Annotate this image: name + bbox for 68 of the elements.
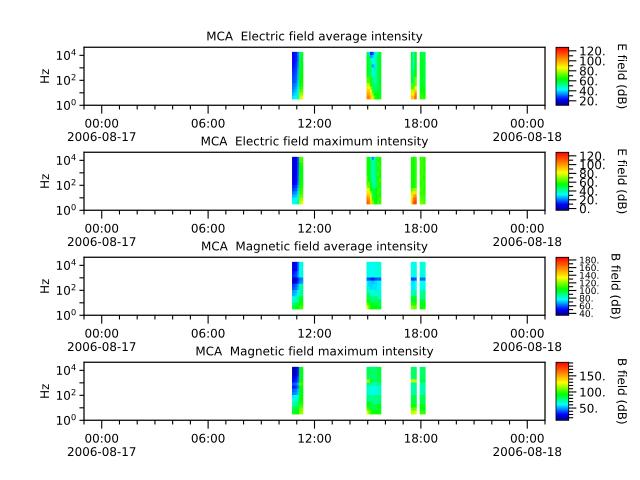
x-tick-label: 00:00 2006-08-18 xyxy=(493,118,562,142)
x-tick-label: 00:00 2006-08-18 xyxy=(493,224,562,246)
chart-title: MCA Magnetic field average intensity xyxy=(202,241,428,253)
x-tick-label: 12:00 xyxy=(298,434,331,443)
x-tick-label: 00:00 2006-08-17 xyxy=(68,434,136,456)
color-bar-label: 120. xyxy=(580,280,598,286)
y-axis-title: Hz xyxy=(40,384,49,398)
x-tick-label: 00:00 2006-08-17 xyxy=(68,224,136,246)
y-tick-label: 10$^{2}$ xyxy=(56,178,76,190)
y-tick-label: 10$^{0}$ xyxy=(56,204,76,215)
x-tick-label: 18:00 xyxy=(404,224,438,233)
color-bar-label: 40. xyxy=(580,86,597,96)
y-tick-label: 10$^{4}$ xyxy=(56,49,76,60)
x-tick-label: 12:00 xyxy=(298,118,331,128)
y-tick-label: 10$^{2}$ xyxy=(56,388,76,400)
y-axis-title: Hz xyxy=(40,69,49,83)
color-bar-label: 20. xyxy=(580,96,597,106)
color-bar-title: E field (dB) xyxy=(616,44,627,108)
color-bar-title: B field (dB) xyxy=(616,359,627,424)
color-bar-label: 100. xyxy=(580,160,604,170)
color-bar-title: E field (dB) xyxy=(616,149,627,214)
x-tick-label: 06:00 xyxy=(192,434,225,443)
y-tick-label: 10$^{0}$ xyxy=(56,98,76,110)
x-tick-label: 12:00 xyxy=(298,328,331,338)
chart-title: MCA Magnetic field maximum intensity xyxy=(196,346,434,358)
color-bar-label: 140. xyxy=(580,272,598,279)
color-bar-label: 80. xyxy=(580,169,597,178)
x-tick-label: 06:00 xyxy=(192,328,225,338)
color-bar-label: 160. xyxy=(580,264,598,272)
x-tick-label: 00:00 2006-08-18 xyxy=(493,434,562,456)
color-bar-label: 0. xyxy=(580,204,590,214)
color-bar-label: 80. xyxy=(580,66,597,76)
color-bar-label: 120. xyxy=(580,151,604,161)
y-tick-label: 10$^{2}$ xyxy=(56,284,76,295)
chart-title: MCA Electric field average intensity xyxy=(207,31,422,43)
color-bar-label: 120. xyxy=(580,46,604,56)
color-bar-label: 60. xyxy=(580,178,597,187)
color-bar-label: 20. xyxy=(580,195,597,204)
y-tick-label: 10$^{4}$ xyxy=(56,259,76,270)
y-tick-label: 10$^{0}$ xyxy=(56,308,76,320)
y-axis-title: Hz xyxy=(40,174,49,188)
chart-title: MCA Electric field maximum intensity xyxy=(202,136,428,148)
color-bar-label: 60. xyxy=(580,76,597,86)
x-tick-label: 06:00 xyxy=(192,224,225,233)
x-tick-label: 00:00 2006-08-18 xyxy=(493,328,562,352)
y-tick-label: 10$^{4}$ xyxy=(56,364,76,375)
x-tick-label: 18:00 xyxy=(404,434,438,443)
y-tick-label: 10$^{2}$ xyxy=(56,74,76,85)
color-bar-label: 100. xyxy=(580,56,604,66)
y-tick-label: 10$^{0}$ xyxy=(56,414,76,425)
color-bar-label: 180. xyxy=(580,256,598,264)
color-bar-label: 50. xyxy=(580,404,597,413)
x-tick-label: 00:00 2006-08-17 xyxy=(68,118,136,142)
y-tick-label: 10$^{4}$ xyxy=(56,154,76,165)
x-tick-label: 18:00 xyxy=(404,328,438,338)
x-tick-label: 06:00 xyxy=(192,118,225,128)
color-bar-label: 100. xyxy=(580,388,604,397)
x-tick-label: 18:00 xyxy=(404,118,438,128)
y-axis-title: Hz xyxy=(40,279,49,293)
color-bar-label: 80. xyxy=(580,294,593,302)
color-bar-label: 40. xyxy=(580,310,593,317)
color-bar-label: 150. xyxy=(580,372,604,381)
x-tick-label: 00:00 2006-08-17 xyxy=(68,328,136,352)
color-bar-label: 100. xyxy=(580,287,598,294)
color-bar-label: 40. xyxy=(580,186,597,196)
color-bar-title: B field (dB) xyxy=(610,254,621,319)
color-bar-label: 60. xyxy=(580,302,593,310)
x-tick-label: 12:00 xyxy=(298,224,331,233)
